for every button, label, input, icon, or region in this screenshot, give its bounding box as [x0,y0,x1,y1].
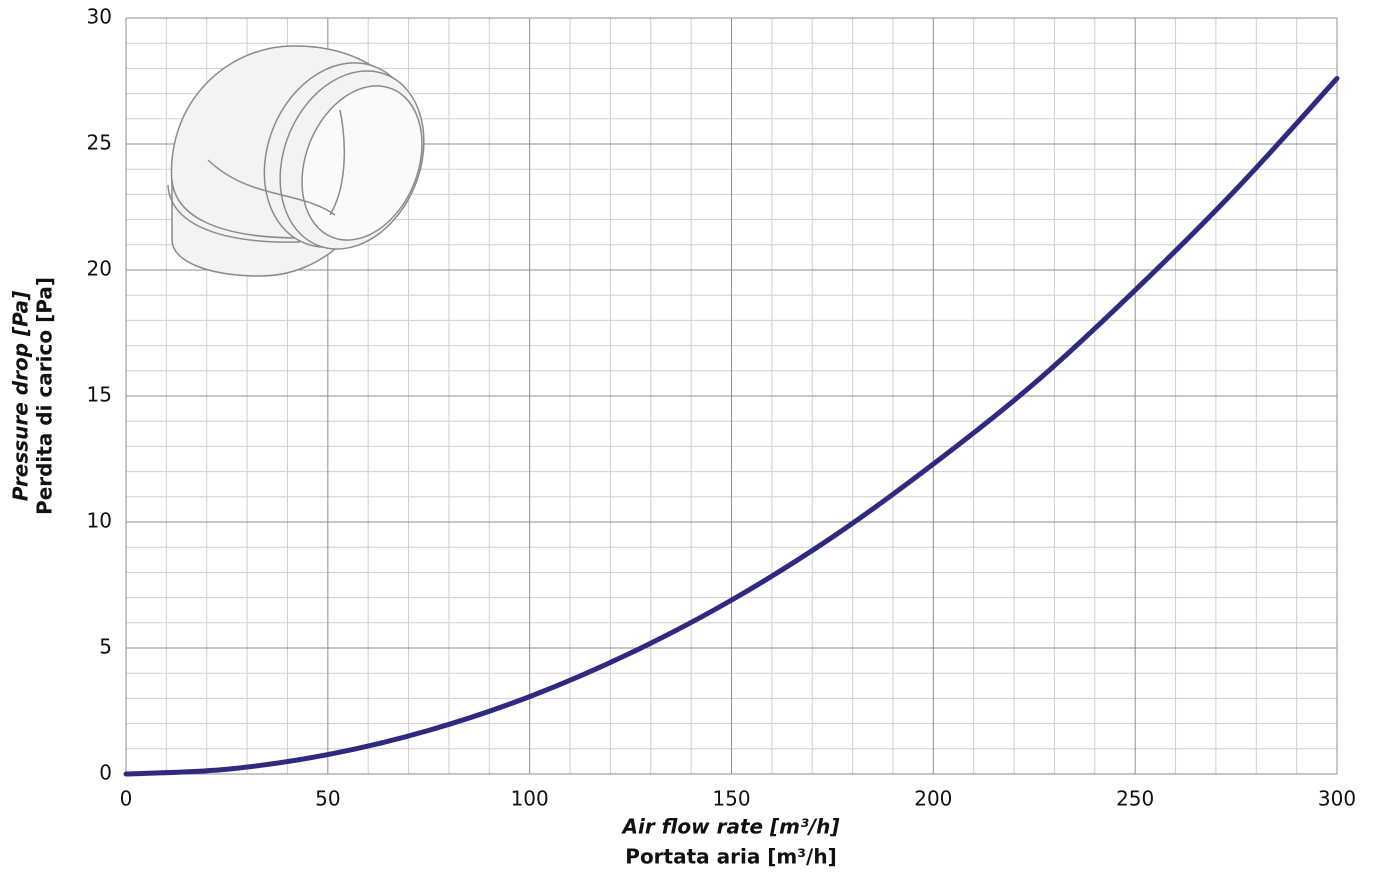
x-tick-label: 250 [1116,787,1154,811]
elbow-illustration [167,45,425,277]
y-tick-label: 10 [87,509,112,533]
x-axis-label: Portata aria [m³/h] [625,845,836,869]
curve [123,75,1340,777]
x-tick-label: 200 [914,787,952,811]
y-tick-label: 20 [87,257,112,281]
elbow-opening [301,85,423,241]
elbow-seam [167,184,301,243]
y-tick-label: 5 [99,635,112,659]
x-tick-label: 300 [1318,787,1356,811]
x-tick-label: 50 [315,787,340,811]
y-axis-label: Perdita di carico [Pa] [33,277,57,515]
x-axis-label: Air flow rate [m³/h] [621,815,840,839]
plot [123,75,1340,777]
x-tick-label: 150 [712,787,750,811]
elbow-inner-line [207,159,336,216]
x-tick-label: 100 [511,787,549,811]
y-tick-label: 0 [99,761,112,785]
y-tick-label: 15 [87,383,112,407]
y-tick-label: 25 [87,131,112,155]
y-axis-label: Pressure drop [Pa] [9,291,33,501]
x-tick-label: 0 [120,787,133,811]
y-tick-label: 30 [87,5,112,29]
elbow-seam [171,179,301,239]
elbow-inner-line [329,109,346,216]
